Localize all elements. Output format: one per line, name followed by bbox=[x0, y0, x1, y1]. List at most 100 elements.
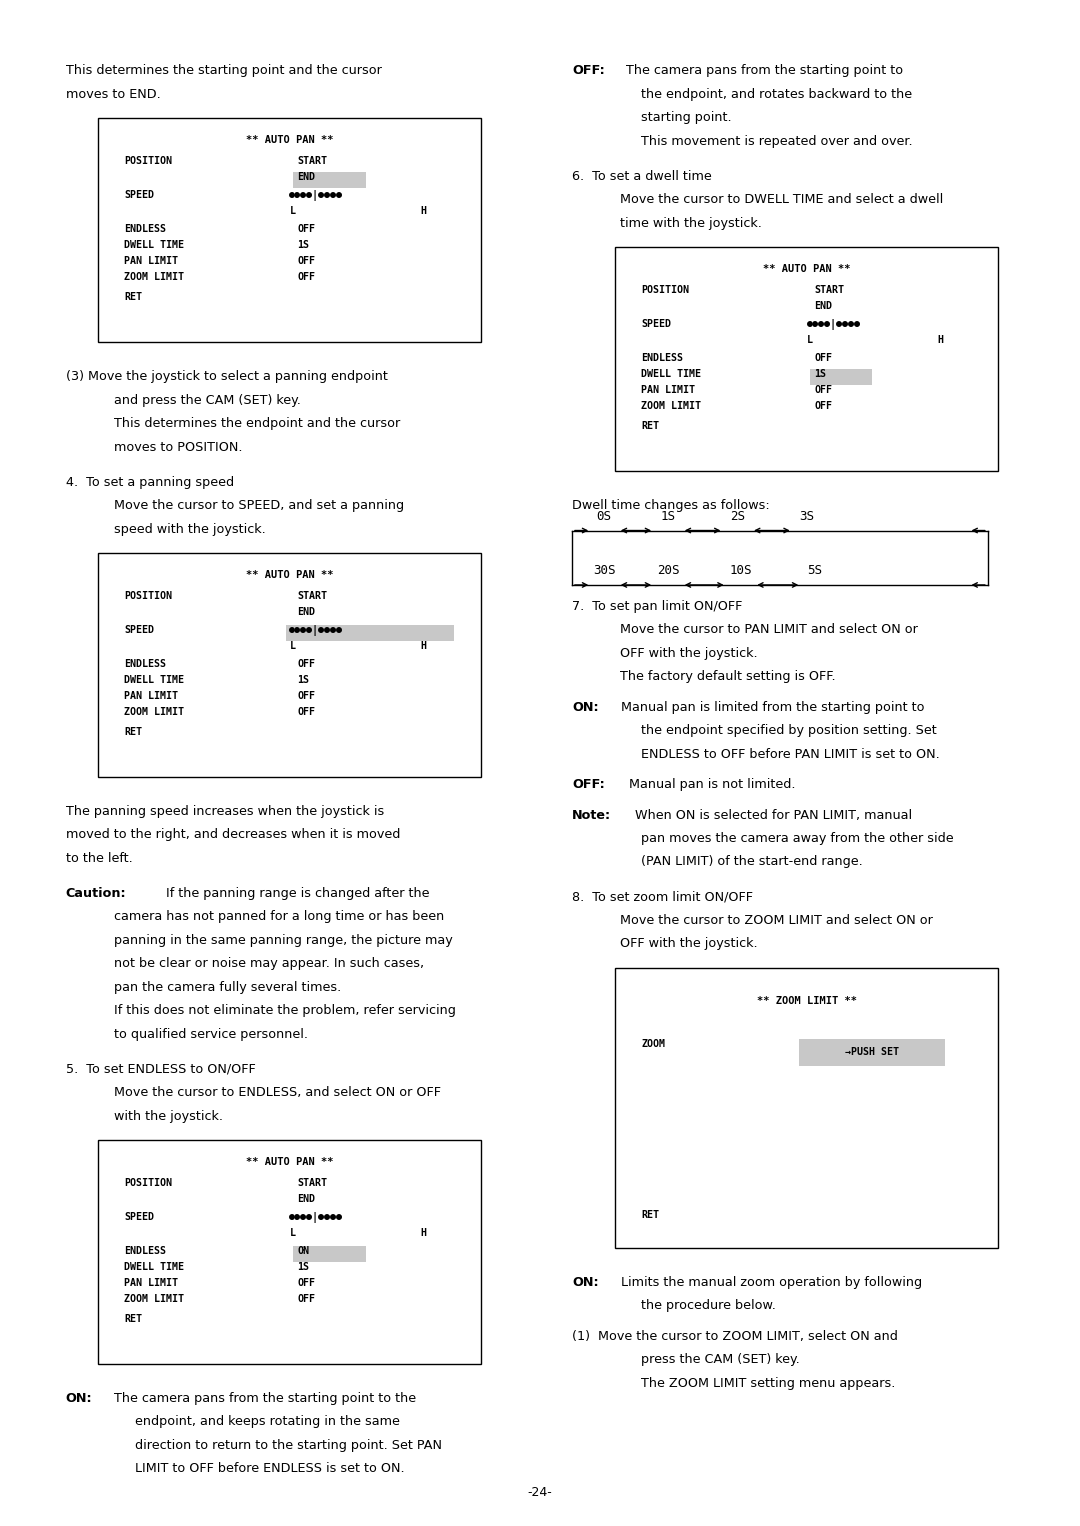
Text: Dwell time changes as follows:: Dwell time changes as follows: bbox=[572, 499, 770, 513]
Text: If the panning range is changed after the: If the panning range is changed after th… bbox=[162, 887, 429, 900]
Text: RET: RET bbox=[642, 421, 660, 432]
Text: ●●●●|●●●●: ●●●●|●●●● bbox=[289, 191, 343, 201]
Text: The ZOOM LIMIT setting menu appears.: The ZOOM LIMIT setting menu appears. bbox=[642, 1376, 895, 1390]
Text: OFF: OFF bbox=[814, 401, 833, 410]
Text: 7.  To set pan limit ON/OFF: 7. To set pan limit ON/OFF bbox=[572, 600, 742, 613]
Text: PAN LIMIT: PAN LIMIT bbox=[124, 256, 178, 266]
Text: When ON is selected for PAN LIMIT, manual: When ON is selected for PAN LIMIT, manua… bbox=[631, 809, 912, 821]
Text: H: H bbox=[420, 1228, 426, 1238]
Text: ON: ON bbox=[297, 1245, 309, 1256]
Text: OFF: OFF bbox=[814, 353, 833, 363]
Text: SPEED: SPEED bbox=[642, 319, 672, 330]
Text: 1S: 1S bbox=[297, 240, 309, 250]
Text: ON:: ON: bbox=[572, 1276, 598, 1289]
Text: START: START bbox=[297, 591, 327, 601]
Text: Limits the manual zoom operation by following: Limits the manual zoom operation by foll… bbox=[617, 1276, 922, 1289]
Text: the endpoint specified by position setting. Set: the endpoint specified by position setti… bbox=[642, 725, 937, 737]
Text: ON:: ON: bbox=[66, 1392, 92, 1405]
Text: ON:: ON: bbox=[572, 700, 598, 714]
Text: time with the joystick.: time with the joystick. bbox=[620, 217, 761, 230]
Text: pan the camera fully several times.: pan the camera fully several times. bbox=[113, 981, 341, 993]
Text: ●●●●|●●●●: ●●●●|●●●● bbox=[289, 1212, 343, 1222]
Text: 6.  To set a dwell time: 6. To set a dwell time bbox=[572, 169, 712, 183]
Text: LIMIT to OFF before ENDLESS is set to ON.: LIMIT to OFF before ENDLESS is set to ON… bbox=[135, 1462, 405, 1476]
Bar bbox=[615, 247, 998, 472]
Text: pan moves the camera away from the other side: pan moves the camera away from the other… bbox=[642, 832, 954, 845]
Text: direction to return to the starting point. Set PAN: direction to return to the starting poin… bbox=[135, 1439, 442, 1451]
Text: 10S: 10S bbox=[729, 565, 752, 577]
Text: This movement is repeated over and over.: This movement is repeated over and over. bbox=[642, 134, 913, 148]
Text: ENDLESS to OFF before PAN LIMIT is set to ON.: ENDLESS to OFF before PAN LIMIT is set t… bbox=[642, 748, 940, 760]
Text: OFF:: OFF: bbox=[572, 778, 605, 790]
Text: ENDLESS: ENDLESS bbox=[124, 224, 166, 233]
Text: PAN LIMIT: PAN LIMIT bbox=[124, 691, 178, 700]
Text: speed with the joystick.: speed with the joystick. bbox=[113, 522, 266, 536]
Text: Caution:: Caution: bbox=[66, 887, 126, 900]
Text: END: END bbox=[297, 1193, 315, 1204]
Text: ** AUTO PAN **: ** AUTO PAN ** bbox=[246, 569, 334, 580]
Text: 5S: 5S bbox=[808, 565, 823, 577]
Text: the endpoint, and rotates backward to the: the endpoint, and rotates backward to th… bbox=[642, 89, 913, 101]
Text: PAN LIMIT: PAN LIMIT bbox=[642, 385, 696, 395]
Text: END: END bbox=[297, 607, 315, 617]
Text: DWELL TIME: DWELL TIME bbox=[124, 1262, 185, 1271]
Text: 4.  To set a panning speed: 4. To set a panning speed bbox=[66, 476, 233, 488]
Text: OFF: OFF bbox=[297, 707, 315, 717]
Text: H: H bbox=[420, 641, 426, 650]
Text: Move the cursor to ENDLESS, and select ON or OFF: Move the cursor to ENDLESS, and select O… bbox=[113, 1087, 441, 1099]
Text: 1S: 1S bbox=[297, 674, 309, 685]
Text: with the joystick.: with the joystick. bbox=[113, 1109, 222, 1123]
Text: POSITION: POSITION bbox=[642, 285, 689, 295]
Text: The panning speed increases when the joystick is: The panning speed increases when the joy… bbox=[66, 804, 383, 818]
Text: ZOOM LIMIT: ZOOM LIMIT bbox=[642, 401, 702, 410]
Text: ZOOM LIMIT: ZOOM LIMIT bbox=[124, 1294, 185, 1303]
Text: 1S: 1S bbox=[297, 1262, 309, 1271]
Bar bbox=[615, 967, 998, 1248]
Text: ENDLESS: ENDLESS bbox=[124, 1245, 166, 1256]
Text: END: END bbox=[297, 172, 315, 182]
Text: starting point.: starting point. bbox=[642, 111, 732, 124]
Text: SPEED: SPEED bbox=[124, 1212, 154, 1222]
Text: moves to END.: moves to END. bbox=[66, 89, 160, 101]
Text: 1S: 1S bbox=[814, 369, 826, 378]
Bar bbox=[97, 119, 482, 342]
Text: ●●●●|●●●●: ●●●●|●●●● bbox=[289, 624, 343, 636]
Text: END: END bbox=[814, 301, 833, 311]
Text: The camera pans from the starting point to the: The camera pans from the starting point … bbox=[110, 1392, 417, 1405]
Text: OFF:: OFF: bbox=[572, 64, 605, 78]
Text: This determines the endpoint and the cursor: This determines the endpoint and the cur… bbox=[113, 417, 400, 430]
Text: 0S: 0S bbox=[596, 510, 611, 523]
Text: OFF: OFF bbox=[297, 224, 315, 233]
Bar bbox=[97, 552, 482, 777]
Bar bbox=[799, 1039, 945, 1065]
Text: L: L bbox=[289, 206, 296, 217]
Text: ENDLESS: ENDLESS bbox=[642, 353, 684, 363]
Text: OFF: OFF bbox=[297, 691, 315, 700]
Text: 8.  To set zoom limit ON/OFF: 8. To set zoom limit ON/OFF bbox=[572, 891, 753, 903]
Text: ZOOM LIMIT: ZOOM LIMIT bbox=[124, 272, 185, 282]
Text: L: L bbox=[289, 641, 296, 650]
Text: →PUSH SET: →PUSH SET bbox=[845, 1047, 899, 1058]
Text: -24-: -24- bbox=[528, 1486, 552, 1500]
Text: 20S: 20S bbox=[657, 565, 679, 577]
Text: to the left.: to the left. bbox=[66, 852, 133, 865]
Text: to qualified service personnel.: to qualified service personnel. bbox=[113, 1027, 308, 1041]
Text: DWELL TIME: DWELL TIME bbox=[642, 369, 702, 378]
Text: POSITION: POSITION bbox=[124, 1178, 173, 1189]
Text: Move the cursor to PAN LIMIT and select ON or: Move the cursor to PAN LIMIT and select … bbox=[620, 623, 918, 636]
Text: not be clear or noise may appear. In such cases,: not be clear or noise may appear. In suc… bbox=[113, 957, 423, 971]
Text: H: H bbox=[937, 336, 943, 345]
Text: endpoint, and keeps rotating in the same: endpoint, and keeps rotating in the same bbox=[135, 1416, 400, 1428]
Bar bbox=[97, 1140, 482, 1364]
Text: If this does not eliminate the problem, refer servicing: If this does not eliminate the problem, … bbox=[113, 1004, 456, 1018]
Text: Move the cursor to DWELL TIME and select a dwell: Move the cursor to DWELL TIME and select… bbox=[620, 194, 943, 206]
Text: OFF: OFF bbox=[297, 1294, 315, 1303]
Text: START: START bbox=[814, 285, 845, 295]
Text: RET: RET bbox=[124, 726, 143, 737]
Text: OFF: OFF bbox=[814, 385, 833, 395]
Text: DWELL TIME: DWELL TIME bbox=[124, 674, 185, 685]
Text: the procedure below.: the procedure below. bbox=[642, 1299, 777, 1312]
Text: RET: RET bbox=[642, 1210, 660, 1219]
Text: ZOOM LIMIT: ZOOM LIMIT bbox=[124, 707, 185, 717]
Text: The camera pans from the starting point to: The camera pans from the starting point … bbox=[622, 64, 903, 78]
